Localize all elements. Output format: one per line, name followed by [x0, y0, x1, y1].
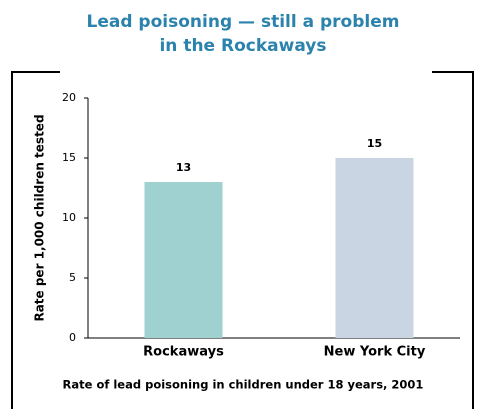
chart-title: in the Rockaways [159, 36, 326, 56]
frame-right [432, 71, 474, 409]
frame-left [11, 71, 60, 409]
x-tick-label: Rockaways [143, 345, 224, 360]
y-tick-label: 0 [69, 331, 76, 344]
chart-title: Lead poisoning — still a problem [87, 12, 400, 32]
x-tick-label: New York City [324, 345, 426, 360]
y-axis-label: Rate per 1,000 children tested [33, 114, 47, 321]
note: Rate of lead poisoning in children under… [63, 378, 424, 392]
bar [335, 158, 414, 338]
frame [11, 71, 474, 409]
y-tick-label: 10 [62, 211, 76, 224]
y-tick-label: 5 [69, 271, 76, 284]
bar [144, 182, 223, 338]
value-label: 13 [176, 161, 191, 174]
y-tick-label: 20 [62, 91, 76, 104]
value-label: 15 [367, 137, 382, 150]
y-tick-label: 15 [62, 151, 76, 164]
